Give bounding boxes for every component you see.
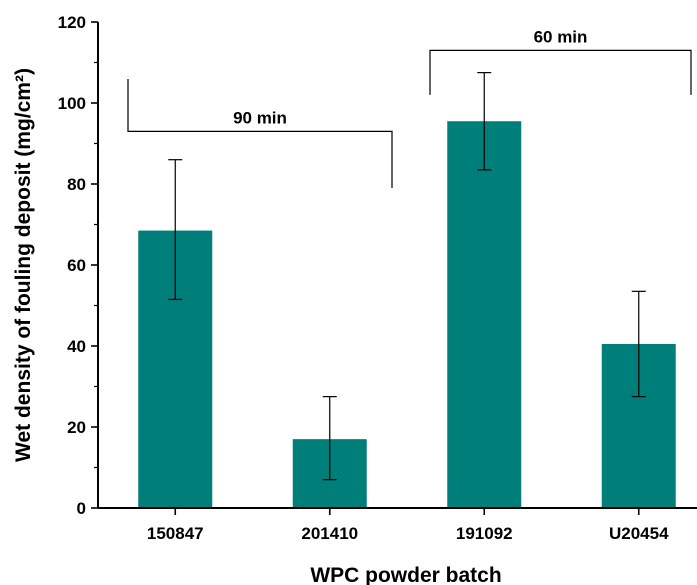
bracket-label-90-min: 90 min [233,108,287,127]
x-tick-label-U20454: U20454 [609,524,669,543]
bracket-90-min [127,79,393,189]
bar-191092 [447,121,522,508]
x-tick-label-191092: 191092 [456,524,513,543]
x-axis-title: WPC powder batch [310,564,501,585]
y-tick-label-80: 80 [67,175,86,194]
plot-area: 0 20 40 60 80 100 120 150847 201410 191092 U20454 9… [58,13,697,543]
y-tick-label-40: 40 [67,337,86,356]
y-tick-label-0: 0 [77,499,86,518]
bracket-label-60-min: 60 min [534,27,588,46]
y-axis-title: Wet density of fouling deposit (mg/cm²) [12,68,35,462]
y-tick-label-60: 60 [67,256,86,275]
y-tick-label-20: 20 [67,418,86,437]
y-tick-label-120: 120 [58,13,86,32]
bracket-60-min [429,49,692,95]
x-tick-label-150847: 150847 [147,524,204,543]
y-tick-label-100: 100 [58,94,86,113]
x-tick-label-201410: 201410 [301,524,358,543]
